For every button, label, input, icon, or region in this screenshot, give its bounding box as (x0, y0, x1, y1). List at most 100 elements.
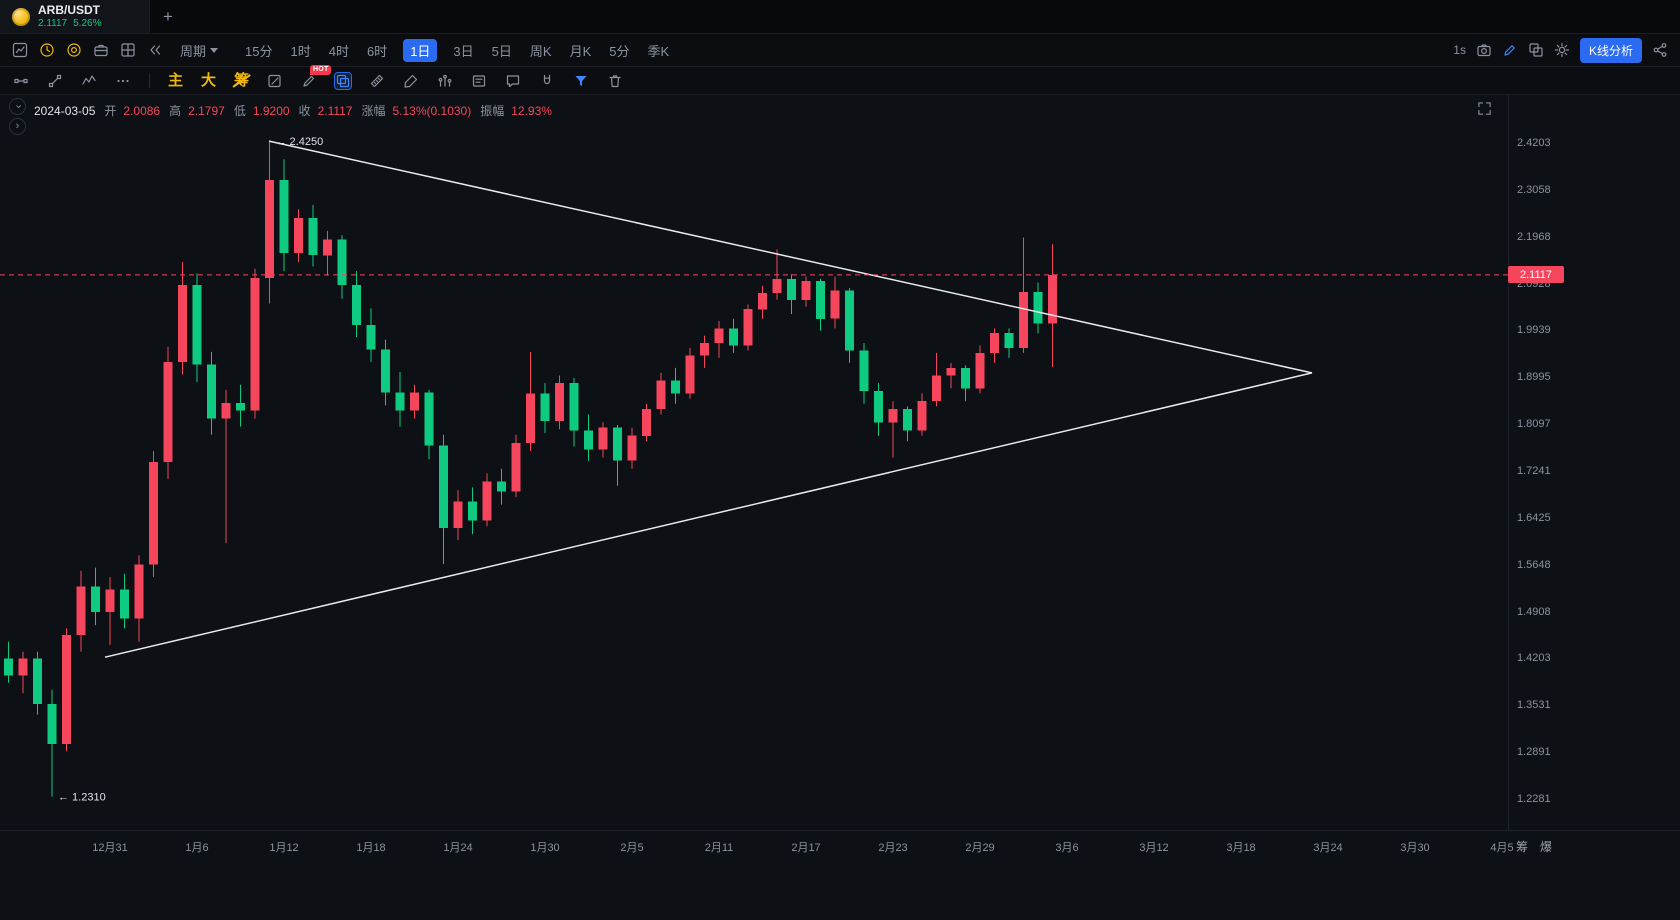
wave-tool-icon[interactable] (81, 73, 97, 89)
collapse-legend-button[interactable]: › (9, 98, 26, 115)
change-value: 5.13%(0.1030) (392, 103, 472, 118)
time-axis-label: 1月30 (530, 842, 560, 854)
tab-change: 5.26% (73, 17, 102, 29)
kline-edit-icon[interactable] (267, 73, 283, 89)
time-axis-label: 12月31 (92, 842, 128, 854)
high-value: 2.1797 (188, 103, 225, 118)
segment-tool-icon[interactable] (13, 73, 29, 89)
order-tool-icon[interactable] (471, 73, 487, 89)
timeframe-6时[interactable]: 6时 (366, 43, 388, 59)
price-axis-label: 1.2281 (1517, 792, 1551, 805)
price-axis-label: 1.2891 (1517, 746, 1551, 758)
time-axis-label: 2月17 (791, 842, 821, 854)
pen-tool-icon[interactable] (403, 73, 419, 89)
time-axis-label: 3月18 (1226, 842, 1256, 854)
timeframe-月K[interactable]: 月K (569, 43, 592, 59)
maximize-icon[interactable] (1477, 101, 1492, 121)
price-axis-label: 1.8995 (1517, 371, 1551, 384)
time-axis-label: 1月6 (185, 842, 209, 854)
chart-area: ← 2.4250 ← 1.2310 › › 2024-03-05 开 2.0086 … (0, 95, 1680, 920)
compare-icon[interactable] (1528, 42, 1544, 58)
time-axis-label: 2月29 (965, 842, 995, 854)
toolbar-left-group: 周期 15分 1时 4时 6时 1日 3日 5日 周K 月K 5分 季K (12, 38, 671, 62)
price-axis-label: 1.5648 (1517, 558, 1551, 571)
time-axis[interactable]: 筹 爆 12月31 1月6 1月12 1月18 1月24 1月30 2月5 2月11 2月17 2… (0, 830, 1680, 860)
coin-icon (12, 7, 30, 26)
chip-distribution-button[interactable]: 筹 (1516, 840, 1529, 854)
time-axis-label: 3月30 (1400, 842, 1430, 854)
tab-symbol: ARB/USDT (38, 3, 100, 18)
period-label: 周期 (180, 43, 207, 59)
stats-tool-icon[interactable] (437, 73, 453, 89)
price-axis-label: 1.8097 (1517, 418, 1551, 431)
kline-analysis-button[interactable]: K线分析 (1579, 37, 1642, 63)
price-axis-label: 1.7241 (1517, 464, 1551, 477)
share-icon[interactable] (1652, 42, 1668, 58)
collapse-left-icon[interactable] (147, 42, 163, 58)
timeframe-5分[interactable]: 5分 (609, 43, 630, 59)
open-label: 开 (104, 104, 117, 118)
toolbar-right-group: 1s K线分析 (1453, 37, 1668, 63)
timeframe-5日[interactable]: 5日 (491, 43, 512, 59)
time-axis-label: 3月12 (1139, 842, 1169, 854)
timeframe-季K[interactable]: 季K (647, 43, 670, 59)
interval-badge[interactable]: 1s (1453, 43, 1466, 57)
more-tools-icon[interactable] (115, 73, 131, 89)
timeframe-3日[interactable]: 3日 (453, 43, 474, 59)
magnet-icon[interactable] (539, 73, 555, 89)
tab-bar: ARB/USDT 2.1117 5.26% + (0, 0, 1680, 34)
toolbar-divider (149, 73, 150, 88)
drawing-toolbar: 主 大 筹 HOT (0, 64, 1680, 95)
brush-tool-icon[interactable]: HOT (301, 64, 332, 89)
briefcase-icon[interactable] (93, 42, 109, 58)
price-axis-label: 2.4203 (1517, 137, 1551, 149)
high-price-marker: ← 2.4250 (276, 136, 324, 148)
trash-icon[interactable] (607, 73, 623, 89)
low-value: 1.9200 (252, 103, 290, 118)
close-value: 2.1117 (317, 103, 353, 118)
big-chart-button[interactable]: 大 (201, 72, 217, 89)
time-axis-label: 1月24 (443, 842, 473, 854)
note-tool-icon[interactable] (505, 73, 521, 89)
time-axis-label: 2月5 (620, 842, 644, 854)
price-axis-label: 1.4203 (1517, 652, 1551, 665)
chevron-down-icon (210, 47, 219, 53)
liquidation-button[interactable]: 爆 (1540, 840, 1553, 854)
timeframe-4时[interactable]: 4时 (328, 43, 349, 59)
featured-coin-icon[interactable] (66, 42, 82, 58)
low-label: 低 (233, 104, 246, 118)
layout-grid-icon[interactable] (120, 42, 136, 58)
current-price-badge: 2.1117 (1508, 266, 1564, 284)
timeframe-15分[interactable]: 15分 (245, 43, 273, 59)
tab-price-line: 2.1117 5.26% (38, 18, 101, 30)
timeframe-周K[interactable]: 周K (529, 43, 552, 59)
tab-arb-usdt[interactable]: ARB/USDT 2.1117 5.26% (0, 0, 150, 33)
open-value: 2.0086 (123, 103, 161, 118)
price-axis[interactable]: 2.4203 2.3058 2.1968 2.0928 1.9939 1.8995 1.80… (1508, 95, 1680, 830)
main-indicator-button[interactable]: 主 (168, 72, 184, 89)
ohlc-legend: 2024-03-05 开 2.0086 高 2.1797 低 1.9200 收 2.11… (34, 102, 552, 119)
settings-gear-icon[interactable] (1554, 42, 1570, 58)
price-axis-label: 2.1968 (1517, 230, 1551, 243)
high-label: 高 (169, 104, 182, 118)
copy-style-icon[interactable] (334, 71, 353, 90)
clock-icon[interactable] (39, 42, 55, 58)
ohlc-date: 2024-03-05 (34, 103, 96, 118)
timeframe-1日[interactable]: 1日 (403, 38, 438, 62)
trendline-tool-icon[interactable] (47, 73, 63, 89)
camera-icon[interactable] (1476, 42, 1492, 58)
ruler-tool-icon[interactable] (369, 73, 385, 89)
filter-icon[interactable] (573, 73, 589, 89)
price-axis-label: 1.9939 (1517, 324, 1551, 337)
amplitude-value: 12.93% (511, 103, 552, 118)
price-axis-label: 2.3058 (1517, 183, 1551, 196)
kline-style-icon[interactable] (12, 42, 28, 58)
add-tab-button[interactable]: + (163, 6, 173, 26)
pencil-icon[interactable] (1502, 42, 1518, 58)
period-dropdown[interactable]: 周期 (180, 41, 219, 60)
chip-indicator-button[interactable]: 筹 (232, 73, 251, 88)
change-label: 涨幅 (361, 104, 386, 118)
candlestick-chart[interactable]: ← 2.4250 ← 1.2310 (0, 95, 1680, 920)
expand-panel-button[interactable]: › (9, 118, 26, 135)
timeframe-1时[interactable]: 1时 (290, 43, 311, 59)
